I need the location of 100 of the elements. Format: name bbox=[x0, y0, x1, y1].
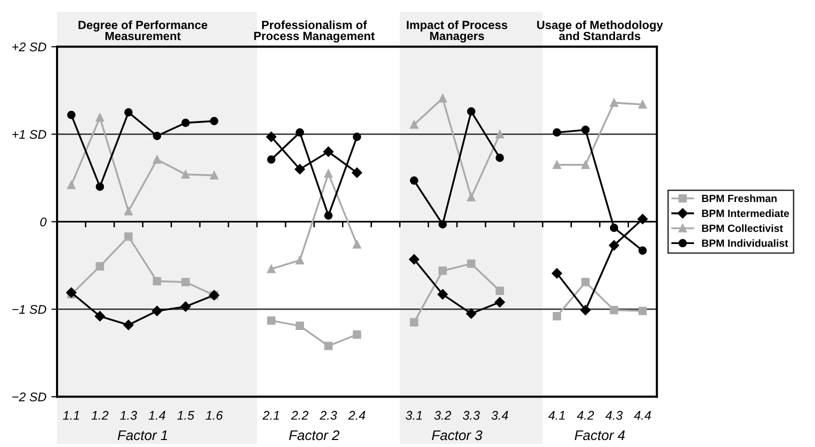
point bbox=[552, 312, 562, 320]
y-tick-label: 0 bbox=[40, 218, 47, 226]
x-tick-label: 3.4 bbox=[491, 410, 508, 420]
x-tick-label: 1.6 bbox=[206, 410, 223, 420]
point bbox=[210, 171, 218, 180]
x-tick-label: 3.2 bbox=[434, 410, 452, 420]
x-tick-label: 1.4 bbox=[148, 411, 166, 420]
point bbox=[181, 118, 190, 128]
point bbox=[496, 154, 504, 162]
point bbox=[638, 246, 647, 255]
point bbox=[610, 98, 618, 107]
x-tick-label: 1.2 bbox=[92, 410, 108, 420]
point bbox=[496, 286, 504, 296]
point bbox=[124, 108, 133, 117]
point bbox=[610, 306, 618, 314]
point bbox=[96, 182, 104, 191]
point bbox=[180, 301, 191, 312]
text: Factor 1 bbox=[118, 430, 168, 440]
point bbox=[96, 262, 104, 271]
text: Impact of Process Managers bbox=[406, 20, 508, 43]
point bbox=[352, 330, 362, 339]
point bbox=[466, 308, 476, 319]
point bbox=[96, 113, 104, 122]
y-tick-label: −2 SD bbox=[12, 392, 46, 402]
point bbox=[94, 311, 106, 322]
x-tick-label: 3.1 bbox=[406, 410, 422, 420]
point bbox=[580, 304, 591, 316]
point bbox=[438, 94, 447, 103]
point bbox=[494, 297, 505, 308]
point bbox=[467, 193, 476, 202]
point bbox=[267, 316, 276, 325]
point bbox=[152, 155, 162, 164]
point bbox=[552, 128, 562, 137]
point bbox=[410, 120, 418, 129]
text: Degree of Performance Measurement bbox=[78, 20, 208, 40]
x-tick-label: 4.4 bbox=[634, 411, 651, 420]
text: Usage of Methodology and Standards bbox=[537, 20, 663, 40]
x-tick-label: 2.2 bbox=[291, 410, 308, 420]
point bbox=[267, 155, 276, 164]
point bbox=[123, 320, 134, 330]
text: Professionalism of Process Management bbox=[254, 20, 375, 43]
point bbox=[296, 256, 304, 264]
legend-label: BPM Freshman bbox=[702, 194, 777, 202]
x-tick-label: 4.1 bbox=[548, 411, 565, 420]
point bbox=[124, 232, 133, 241]
point bbox=[324, 211, 333, 220]
point bbox=[152, 132, 162, 140]
point bbox=[581, 126, 590, 134]
text: Factor 4 bbox=[574, 430, 625, 440]
point bbox=[552, 160, 562, 170]
legend-label: BPM Individualist bbox=[702, 239, 788, 247]
text: Factor 2 bbox=[289, 430, 340, 440]
point bbox=[296, 322, 304, 330]
point bbox=[610, 224, 618, 232]
point bbox=[324, 169, 333, 178]
point bbox=[210, 116, 218, 126]
text: Factor 3 bbox=[432, 430, 482, 440]
y-tick-label: −1 SD bbox=[12, 305, 46, 314]
x-tick-label: 3.3 bbox=[462, 410, 480, 420]
point bbox=[496, 130, 504, 138]
legend-label: BPM Collectivist bbox=[702, 224, 783, 232]
point bbox=[294, 164, 305, 174]
point bbox=[323, 146, 334, 157]
point bbox=[352, 132, 362, 142]
point bbox=[410, 176, 418, 185]
point bbox=[296, 128, 304, 137]
x-tick-label: 2.1 bbox=[262, 410, 279, 420]
point bbox=[152, 306, 162, 316]
legend-label: BPM Intermediate bbox=[702, 209, 790, 218]
point bbox=[267, 264, 276, 274]
x-tick-label: 1.3 bbox=[120, 410, 138, 420]
point bbox=[581, 278, 590, 286]
point bbox=[181, 278, 190, 286]
x-tick-label: 4.3 bbox=[605, 410, 623, 420]
point bbox=[67, 180, 76, 190]
point bbox=[638, 306, 647, 316]
point bbox=[410, 318, 418, 327]
point bbox=[181, 170, 190, 179]
x-tick-label: 4.2 bbox=[576, 410, 594, 420]
x-tick-label: 2.4 bbox=[348, 410, 366, 420]
point bbox=[266, 132, 276, 142]
x-tick-label: 1.1 bbox=[62, 411, 79, 420]
point bbox=[552, 268, 562, 278]
y-tick-label: +1 SD bbox=[12, 130, 46, 139]
point bbox=[581, 160, 590, 170]
point bbox=[124, 207, 133, 216]
point bbox=[438, 266, 447, 275]
point bbox=[152, 277, 162, 286]
x-tick-label: 1.5 bbox=[177, 411, 194, 420]
point bbox=[324, 342, 333, 350]
point bbox=[67, 110, 76, 120]
point bbox=[638, 100, 647, 109]
point bbox=[608, 240, 620, 250]
y-tick-label: +2 SD bbox=[12, 42, 46, 52]
point bbox=[438, 289, 448, 300]
x-tick-label: 2.3 bbox=[320, 410, 337, 420]
point bbox=[637, 214, 648, 224]
point bbox=[408, 254, 420, 264]
point bbox=[352, 168, 362, 178]
point bbox=[438, 220, 447, 229]
